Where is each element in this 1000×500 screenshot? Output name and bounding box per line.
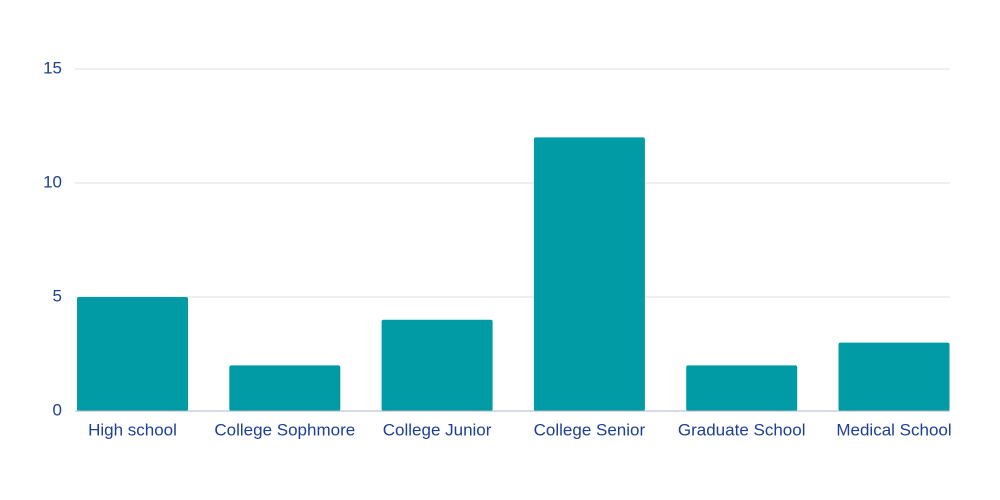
x-tick-label: Graduate School [678,420,806,439]
x-tick-label: College Sophmore [214,420,355,439]
x-tick-label: College Senior [534,420,646,439]
bar [77,297,188,411]
y-tick-label: 10 [43,172,62,191]
bar [381,319,493,411]
bar [229,365,341,411]
x-tick-label: College Junior [383,420,492,439]
bar [838,342,950,411]
x-tick-label: Medical School [836,420,951,439]
y-tick-label: 5 [53,286,62,305]
y-tick-label: 0 [53,400,62,419]
bar [686,365,798,411]
y-tick-label: 15 [43,58,62,77]
bar [533,137,645,411]
x-tick-label: High school [88,420,177,439]
